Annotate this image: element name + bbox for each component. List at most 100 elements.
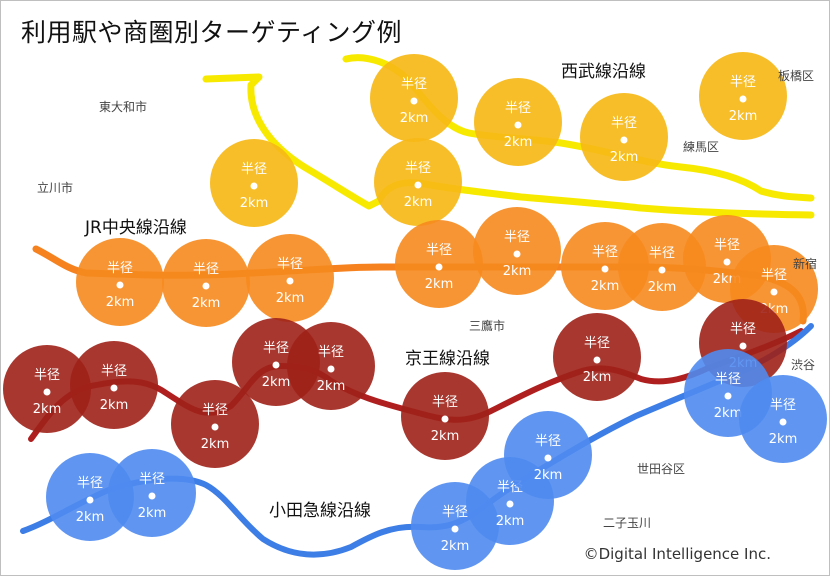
place-mitaka: 三鷹市 [469,319,506,333]
seibu-radius-circle: 半径 2km [699,52,787,140]
station-dot [723,258,731,266]
radius-distance: 2km [503,264,531,279]
radius-label: 半径 [505,101,531,116]
chuo-radius-circle: 半径 2km [246,234,334,322]
radius-label: 半径 [277,257,303,272]
radius-label: 半径 [263,341,289,356]
place-higashiyamato: 東大和市 [99,100,148,114]
radius-label: 半径 [34,368,60,383]
station-dot [724,392,732,400]
radius-distance: 2km [192,296,220,311]
radius-distance: 2km [425,277,453,292]
keio-line-label: 京王線沿線 [405,349,490,369]
radius-distance: 2km [583,370,611,385]
radius-label: 半径 [432,395,458,410]
radius-distance: 2km [534,468,562,483]
radius-label: 半径 [401,77,427,92]
keio-radius-circle: 半径 2km [553,313,641,401]
chuo-circles: 半径2km半径2km半径2km半径2km半径2km半径2km半径2km半径2km… [76,207,818,333]
seibu-radius-circle: 半径 2km [374,138,462,226]
place-shibuya: 渋谷 [791,358,816,372]
place-tachikawa: 立川市 [37,181,74,195]
radius-distance: 2km [400,111,428,126]
station-dot [148,492,156,500]
station-dot [658,266,666,274]
radius-label: 半径 [77,476,103,491]
keio-circles: 半径 2km 半径 2km 半径 2km 半径 2km 半径 2km 半径 2km 半径 2km 半径 2km [3,299,787,468]
seibu-radius-circle: 半径 2km [210,139,298,227]
radius-label: 半径 [202,403,228,418]
odakyu-radius-circle: 半径 2km [108,449,196,537]
radius-label: 半径 [611,116,637,131]
station-dot [770,288,778,296]
radius-distance: 2km [714,406,742,421]
radius-label: 半径 [535,434,561,449]
radius-label: 半径 [426,243,452,258]
radius-label: 半径 [101,364,127,379]
station-dot [514,121,522,129]
chuo-radius-circle: 半径 2km [76,238,164,326]
radius-distance: 2km [276,291,304,306]
radius-label: 半径 [714,238,740,253]
station-dot [513,250,521,258]
radius-distance: 2km [201,437,229,452]
keio-radius-circle: 半径 2km [401,372,489,460]
radius-label: 半径 [241,162,267,177]
radius-distance: 2km [769,432,797,447]
station-dot [327,365,335,373]
copyright-notice: ©Digital Intelligence Inc. [583,545,771,563]
odakyu-radius-circle: 半径 2km [739,375,827,463]
odakyu-line-label: 小田急線沿線 [269,501,371,521]
chuo-line-label: JR中央線沿線 [85,218,187,238]
page-title: 利用駅や商圏別ターゲティング例 [21,18,403,47]
radius-label: 半径 [715,372,741,387]
radius-label: 半径 [504,230,530,245]
station-dot [286,277,294,285]
radius-distance: 2km [76,510,104,525]
radius-distance: 2km [610,150,638,165]
radius-label: 半径 [649,246,675,261]
station-dot [410,97,418,105]
radius-distance: 2km [648,280,676,295]
station-dot [451,525,459,533]
station-dot [86,496,94,504]
station-dot [441,415,449,423]
place-futakotamagawa: 二子玉川 [603,516,652,530]
radius-distance: 2km [240,196,268,211]
station-dot [110,384,118,392]
station-dot [779,418,787,426]
station-dot [601,265,609,273]
station-dot [739,95,747,103]
radius-distance: 2km [33,402,61,417]
radius-label: 半径 [770,398,796,413]
radius-label: 半径 [592,245,618,260]
place-setagaya: 世田谷区 [637,462,686,476]
radius-distance: 2km [496,514,524,529]
radius-distance: 2km [504,135,532,150]
station-dot [593,356,601,364]
radius-label: 半径 [730,322,756,337]
seibu-circles: 半径 2km 半径 2km 半径 2km 半径 2km 半径 2km 半径 2km [210,52,787,227]
radius-distance: 2km [100,398,128,413]
chuo-radius-circle: 半径 2km [473,207,561,295]
station-dot [739,342,747,350]
keio-radius-circle: 半径 2km [287,322,375,410]
radius-label: 半径 [405,161,431,176]
radius-distance: 2km [138,506,166,521]
radius-label: 半径 [442,505,468,520]
keio-radius-circle: 半径 2km [171,380,259,468]
radius-label: 半径 [318,345,344,360]
radius-distance: 2km [404,195,432,210]
seibu-radius-circle: 半径 2km [370,54,458,142]
place-itabashi: 板橋区 [778,69,815,83]
radius-distance: 2km [729,109,757,124]
radius-distance: 2km [106,295,134,310]
station-dot [620,136,628,144]
radius-label: 半径 [584,336,610,351]
seibu-radius-circle: 半径 2km [474,78,562,166]
station-dot [414,181,422,189]
odakyu-circles: 半径 2km 半径 2km 半径 2km 半径 2km 半径 2km 半径 2km 半径 2km [46,349,827,570]
radius-label: 半径 [730,75,756,90]
